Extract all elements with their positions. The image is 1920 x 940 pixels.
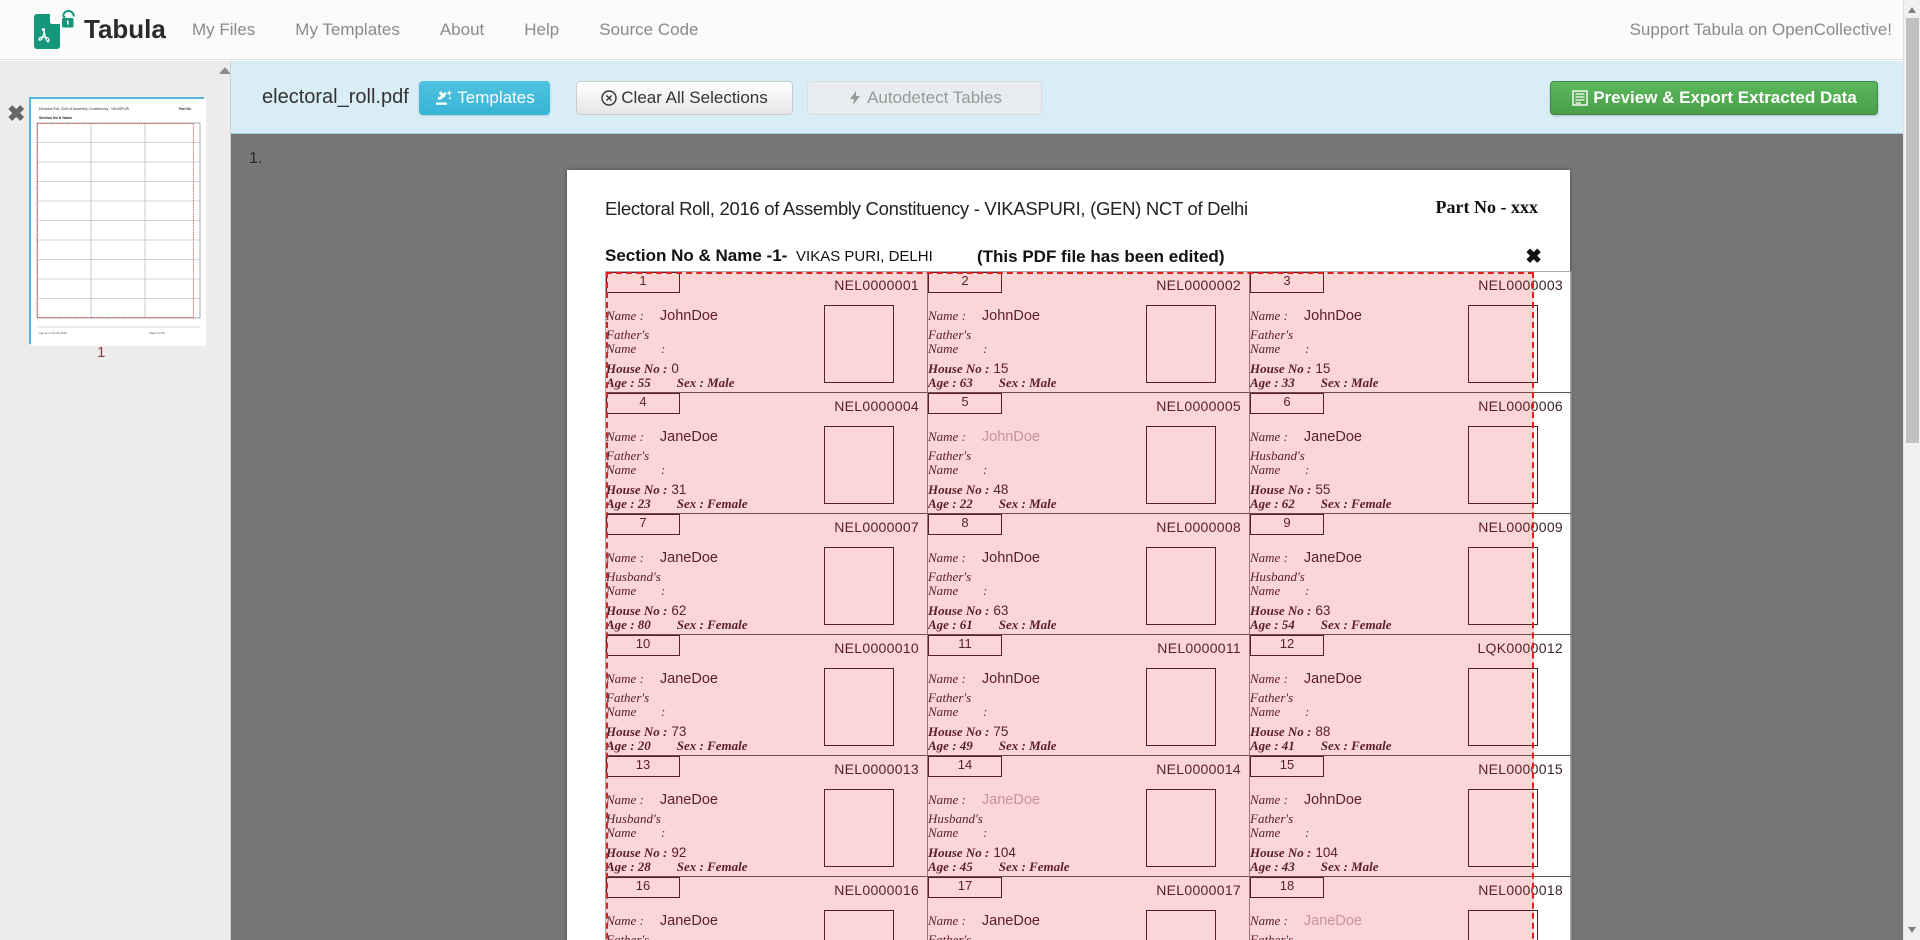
- svg-text:Page 5 of 55: Page 5 of 55: [149, 331, 165, 335]
- svg-text:Section No & Name: Section No & Name: [39, 116, 72, 120]
- svg-text:Part No: Part No: [179, 107, 191, 111]
- svg-text:Age as on 01-01-2016: Age as on 01-01-2016: [39, 331, 67, 335]
- svg-text:Electoral Roll, 2016 of Assemb: Electoral Roll, 2016 of Assembly Constit…: [39, 107, 129, 111]
